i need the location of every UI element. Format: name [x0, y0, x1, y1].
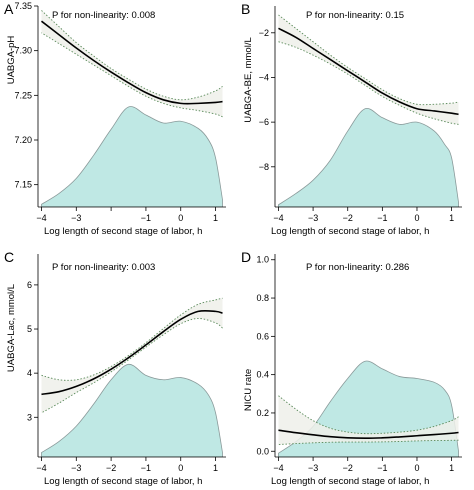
ci-lower-line	[278, 41, 459, 125]
panel-letter: A	[4, 1, 14, 17]
x-tick-label: −3	[308, 463, 318, 473]
x-tick-label: −1	[377, 213, 387, 223]
density-area	[41, 106, 223, 207]
y-tick-label: −6	[259, 117, 269, 127]
y-tick-label: 6	[27, 280, 32, 290]
ci-upper-line	[41, 297, 223, 381]
spline-curve	[278, 27, 459, 116]
y-tick-label: 0.2	[256, 408, 269, 418]
density-area	[41, 363, 223, 457]
x-axis-title: Log length of second stage of labor, h	[271, 226, 429, 237]
x-tick-label: −2	[343, 213, 353, 223]
confidence-band	[41, 10, 223, 117]
panel-c: −4 −3 −2 −1 0 1 3 4 5 6 C P for non-linearity: 0.00…	[4, 249, 226, 487]
p-value-annotation: P for non-linearity: 0.008	[52, 10, 155, 21]
x-tick-label: −4	[273, 463, 283, 473]
panel-d: −4 −3 −2 −1 0 1 0.0 0.2 0.4 0.6 0.8 1.0 D P for non-l…	[241, 249, 462, 487]
y-tick-label: 7.15	[14, 180, 32, 190]
y-axis-title: UABGA-Lac, mmol/L	[6, 284, 17, 372]
y-tick-label: 4	[27, 368, 32, 378]
ci-upper-line	[278, 395, 459, 435]
x-tick-label: −4	[273, 213, 283, 223]
y-tick-label: −2	[259, 28, 269, 38]
y-tick-label: 7.20	[14, 135, 32, 145]
confidence-band	[278, 395, 459, 445]
spline-curve	[41, 309, 223, 396]
y-tick-label: 5	[27, 324, 32, 334]
x-tick-label: −2	[343, 463, 353, 473]
ci-upper-line	[278, 14, 459, 106]
y-axis-title: UABGA-pH	[6, 36, 17, 85]
y-tick-label: 7.30	[14, 46, 32, 56]
x-tick-label: 1	[213, 213, 218, 223]
y-tick-label: 7.35	[14, 1, 32, 11]
p-value-annotation: P for non-linearity: 0.003	[52, 262, 155, 273]
panel-a: −4 −3 −1 0 1 7.15 7.20 7.25 7.30 7.35A P for non-l…	[4, 1, 226, 237]
x-tick-label: 1	[449, 213, 454, 223]
x-axis-title: Log length of second stage of labor, h	[44, 226, 202, 237]
ci-lower-line	[41, 317, 223, 414]
x-tick-label: −1	[377, 463, 387, 473]
ci-lower-line	[41, 32, 223, 118]
y-tick-label: 0.4	[256, 370, 269, 380]
y-tick-label: 0.0	[256, 446, 269, 456]
x-axis-title: Log length of second stage of labor, h	[271, 476, 429, 487]
x-tick-label: −2	[106, 463, 116, 473]
spline-curve	[278, 429, 459, 440]
x-tick-label: 0	[414, 463, 419, 473]
confidence-band	[278, 14, 459, 125]
panel-letter: D	[241, 249, 251, 265]
y-tick-label: 7.25	[14, 90, 32, 100]
x-tick-label: 1	[213, 463, 218, 473]
y-tick-label: 1.0	[256, 255, 269, 265]
x-tick-label: 0	[178, 463, 183, 473]
x-tick-label: 0	[178, 213, 183, 223]
p-value-annotation: P for non-linearity: 0.286	[306, 262, 409, 273]
x-tick-label: −3	[71, 213, 81, 223]
plot-area	[278, 360, 459, 457]
y-axis-title: UABGA-BE, mmol/L	[243, 37, 254, 123]
density-area	[278, 107, 459, 207]
spline-curve	[40, 20, 223, 105]
plot-area	[41, 297, 223, 457]
plot-area	[40, 10, 223, 207]
y-tick-label: 0.6	[256, 331, 269, 341]
x-tick-label: −4	[36, 463, 46, 473]
y-tick-label: −8	[259, 162, 269, 172]
x-tick-label: −4	[36, 213, 46, 223]
x-axis-title: Log length of second stage of labor, h	[44, 476, 202, 487]
plot-area	[278, 14, 459, 207]
x-tick-label: 0	[414, 213, 419, 223]
y-tick-label: 3	[27, 412, 32, 422]
panel-letter: C	[4, 249, 14, 265]
x-tick-label: −3	[71, 463, 81, 473]
panel-b: −4 −3 −2 −1 0 1 −8 −6 −4 −2 B P for non-linearity: …	[241, 1, 462, 237]
x-tick-label: −1	[141, 463, 151, 473]
y-tick-label: −4	[259, 72, 269, 82]
p-value-annotation: P for non-linearity: 0.15	[306, 10, 404, 21]
x-tick-label: 1	[449, 463, 454, 473]
x-tick-label: −1	[141, 213, 151, 223]
y-tick-label: 0.8	[256, 293, 269, 303]
panel-letter: B	[241, 1, 250, 17]
y-axis-title: NICU rate	[243, 369, 254, 411]
x-tick-label: −3	[308, 213, 318, 223]
